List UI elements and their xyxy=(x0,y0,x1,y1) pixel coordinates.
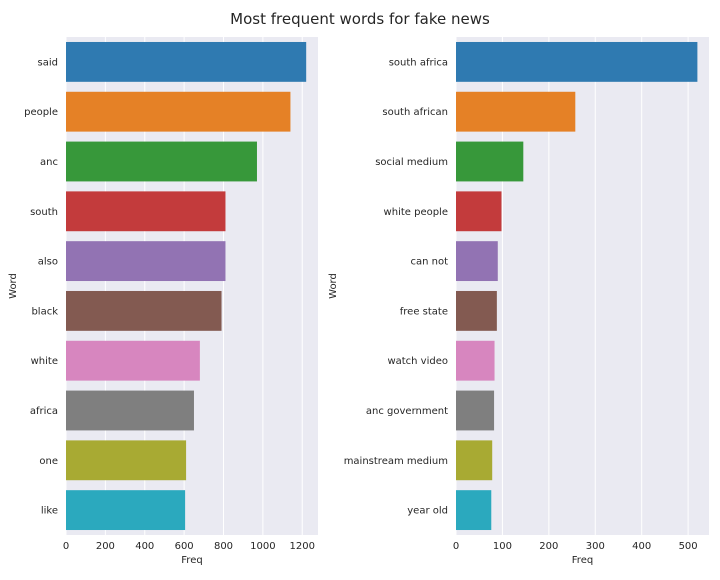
bar xyxy=(66,490,186,531)
y-tick-label: also xyxy=(38,257,58,268)
x-tick-label: 1000 xyxy=(250,541,275,552)
figure-title: Most frequent words for fake news xyxy=(230,10,490,28)
x-tick-label: 300 xyxy=(586,541,605,552)
x-tick-label: 0 xyxy=(63,541,69,552)
y-tick-label: south xyxy=(30,207,58,218)
y-tick-label: black xyxy=(31,306,58,317)
bar xyxy=(456,390,495,431)
y-tick-label: people xyxy=(24,107,58,118)
y-tick-label: social medium xyxy=(375,157,448,168)
y-tick-label: one xyxy=(39,456,58,467)
x-tick-label: 600 xyxy=(175,541,194,552)
bar xyxy=(66,191,226,232)
bar xyxy=(66,241,226,282)
y-tick-label: white xyxy=(31,356,58,367)
bar xyxy=(66,390,194,431)
x-tick-label: 200 xyxy=(539,541,558,552)
bar xyxy=(66,340,200,381)
y-tick-label: white people xyxy=(384,207,448,218)
y-tick-label: year old xyxy=(407,506,448,517)
x-tick-label: 400 xyxy=(632,541,651,552)
y-tick-label: said xyxy=(38,57,58,68)
y-tick-label: watch video xyxy=(387,356,448,367)
y-tick-label: anc xyxy=(40,157,58,168)
y-tick-label: africa xyxy=(30,406,58,417)
x-tick-label: 800 xyxy=(214,541,233,552)
x-tick-label: 500 xyxy=(679,541,698,552)
bar xyxy=(456,91,576,132)
bar xyxy=(66,91,291,132)
x-tick-label: 400 xyxy=(135,541,154,552)
x-tick-label: 0 xyxy=(453,541,459,552)
y-tick-label: anc government xyxy=(366,406,448,417)
bar xyxy=(456,490,492,531)
bar xyxy=(66,290,222,331)
y-axis-label: Word xyxy=(8,273,19,299)
chart-panel-1: said people anc south also black white africa on… xyxy=(8,37,318,566)
bar xyxy=(456,41,698,82)
y-tick-label: mainstream medium xyxy=(344,456,448,467)
bar xyxy=(456,440,493,481)
bar xyxy=(66,440,187,481)
bar xyxy=(456,191,502,232)
bar xyxy=(66,141,257,182)
y-tick-label: south african xyxy=(382,107,448,118)
x-axis-label: Freq xyxy=(181,555,202,566)
bar xyxy=(456,141,524,182)
x-tick-label: 1200 xyxy=(290,541,315,552)
bar xyxy=(456,241,498,282)
y-tick-label: south africa xyxy=(389,57,448,68)
bar xyxy=(456,340,495,381)
y-tick-label: can not xyxy=(410,257,448,268)
y-axis-label: Word xyxy=(328,273,339,299)
bar xyxy=(66,41,307,82)
chart-panel-2: south africa south african social medium wh… xyxy=(328,37,709,566)
x-tick-label: 200 xyxy=(96,541,115,552)
x-axis-label: Freq xyxy=(572,555,593,566)
bar xyxy=(456,290,497,331)
y-tick-label: free state xyxy=(400,306,448,317)
y-tick-label: like xyxy=(41,506,58,517)
x-tick-label: 100 xyxy=(493,541,512,552)
